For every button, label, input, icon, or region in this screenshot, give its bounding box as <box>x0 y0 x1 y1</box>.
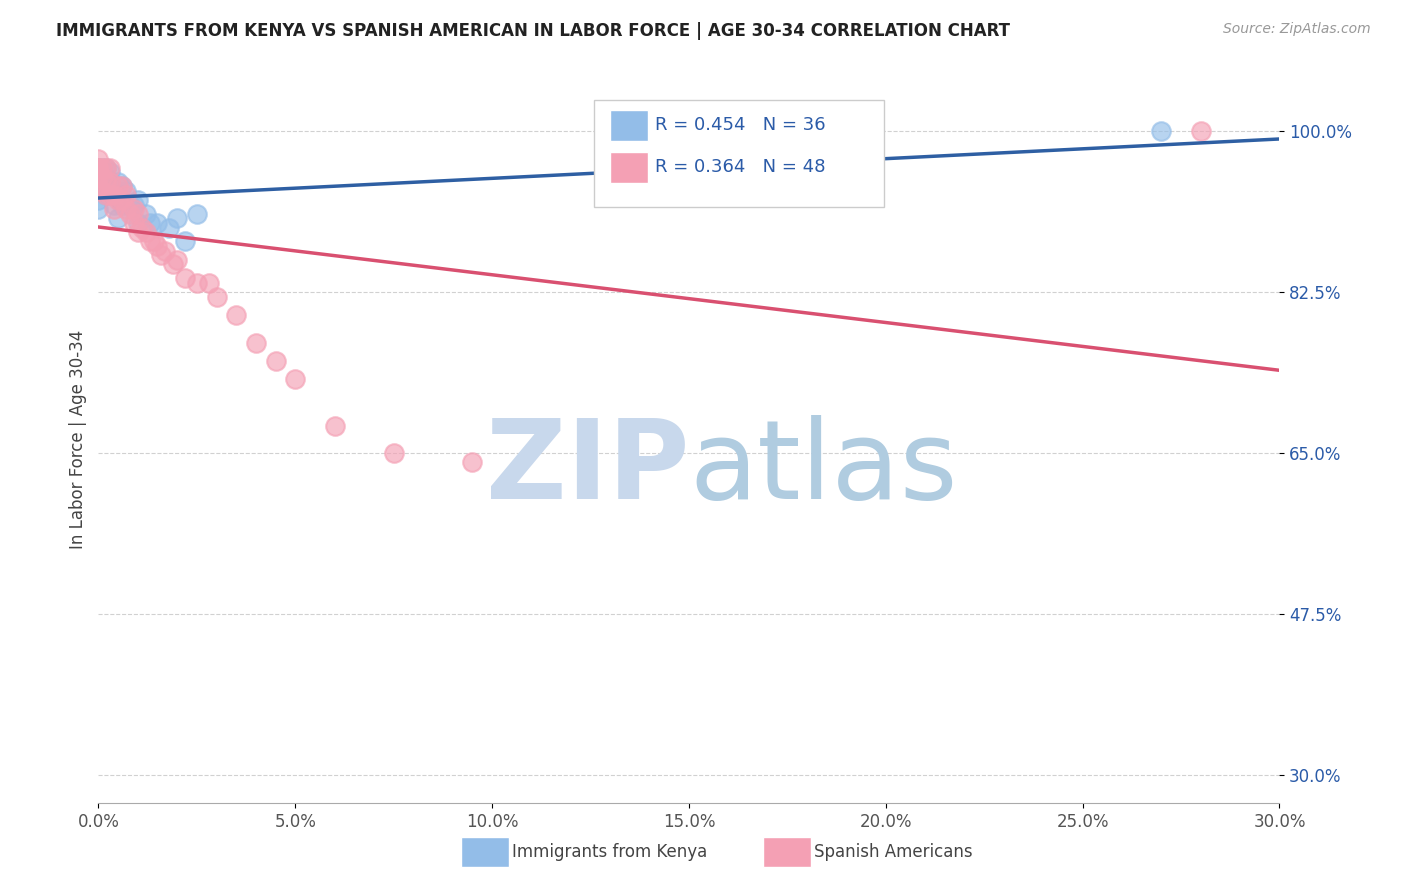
Text: Immigrants from Kenya: Immigrants from Kenya <box>512 843 707 861</box>
Point <box>138 216 160 230</box>
Point <box>91 169 114 184</box>
Point <box>87 161 110 175</box>
Point <box>162 257 184 271</box>
Point <box>127 216 149 230</box>
Point <box>87 152 110 166</box>
Point <box>87 161 110 175</box>
Point <box>174 271 197 285</box>
Point <box>96 175 118 189</box>
Point <box>111 197 134 211</box>
Point <box>87 161 110 175</box>
Point <box>138 235 160 249</box>
Text: ZIP: ZIP <box>485 415 689 522</box>
Point <box>118 197 141 211</box>
Point <box>1189 124 1212 138</box>
Point <box>245 335 267 350</box>
Point <box>103 188 125 202</box>
Point <box>146 216 169 230</box>
Point <box>98 184 121 198</box>
Text: IMMIGRANTS FROM KENYA VS SPANISH AMERICAN IN LABOR FORCE | AGE 30-34 CORRELATION: IMMIGRANTS FROM KENYA VS SPANISH AMERICA… <box>56 22 1011 40</box>
Point <box>96 179 118 194</box>
Point <box>107 175 129 189</box>
Point <box>135 225 157 239</box>
FancyBboxPatch shape <box>610 110 648 141</box>
FancyBboxPatch shape <box>595 100 884 207</box>
Point <box>146 239 169 253</box>
Point <box>87 184 110 198</box>
Point <box>186 276 208 290</box>
Point <box>98 175 121 189</box>
Point <box>96 169 118 184</box>
Point <box>111 179 134 194</box>
Point <box>323 418 346 433</box>
Point <box>103 202 125 217</box>
Point <box>284 372 307 386</box>
Point <box>98 188 121 202</box>
Point <box>91 169 114 184</box>
Point <box>174 235 197 249</box>
Point <box>166 211 188 226</box>
Point <box>103 184 125 198</box>
Point <box>87 169 110 184</box>
FancyBboxPatch shape <box>610 153 648 183</box>
Point <box>87 169 110 184</box>
Point <box>107 179 129 194</box>
Point <box>103 197 125 211</box>
Y-axis label: In Labor Force | Age 30-34: In Labor Force | Age 30-34 <box>69 330 87 549</box>
Point <box>157 220 180 235</box>
Text: Source: ZipAtlas.com: Source: ZipAtlas.com <box>1223 22 1371 37</box>
Point <box>107 211 129 226</box>
Point <box>155 244 177 258</box>
Point <box>87 202 110 217</box>
Point <box>96 188 118 202</box>
Point <box>382 446 405 460</box>
Point <box>118 207 141 221</box>
Point <box>107 193 129 207</box>
Point <box>98 165 121 179</box>
Point <box>142 235 165 249</box>
Point <box>91 161 114 175</box>
Point <box>166 252 188 267</box>
Point <box>197 276 219 290</box>
Point <box>111 179 134 194</box>
Point <box>122 216 145 230</box>
Point <box>150 248 173 262</box>
Point <box>87 179 110 194</box>
Point <box>186 207 208 221</box>
Text: atlas: atlas <box>689 415 957 522</box>
Point <box>98 161 121 175</box>
Point <box>205 290 228 304</box>
Point <box>122 197 145 211</box>
Point <box>122 202 145 217</box>
Point <box>98 175 121 189</box>
Point <box>131 220 153 235</box>
Point <box>127 207 149 221</box>
Point <box>127 225 149 239</box>
Point <box>107 188 129 202</box>
Point <box>91 161 114 175</box>
Point <box>91 179 114 194</box>
Point <box>115 184 138 198</box>
Point <box>115 188 138 202</box>
Point <box>111 193 134 207</box>
Point <box>1150 124 1173 138</box>
Point <box>127 193 149 207</box>
Point <box>264 354 287 368</box>
Point <box>87 179 110 194</box>
Point <box>115 202 138 217</box>
Point <box>91 184 114 198</box>
Text: Spanish Americans: Spanish Americans <box>814 843 973 861</box>
Point <box>96 188 118 202</box>
Text: R = 0.454   N = 36: R = 0.454 N = 36 <box>655 116 825 135</box>
Point <box>96 161 118 175</box>
Point <box>135 207 157 221</box>
Point <box>461 455 484 469</box>
Point <box>96 161 118 175</box>
Point <box>87 193 110 207</box>
Text: R = 0.364   N = 48: R = 0.364 N = 48 <box>655 159 825 177</box>
Point <box>225 308 247 322</box>
